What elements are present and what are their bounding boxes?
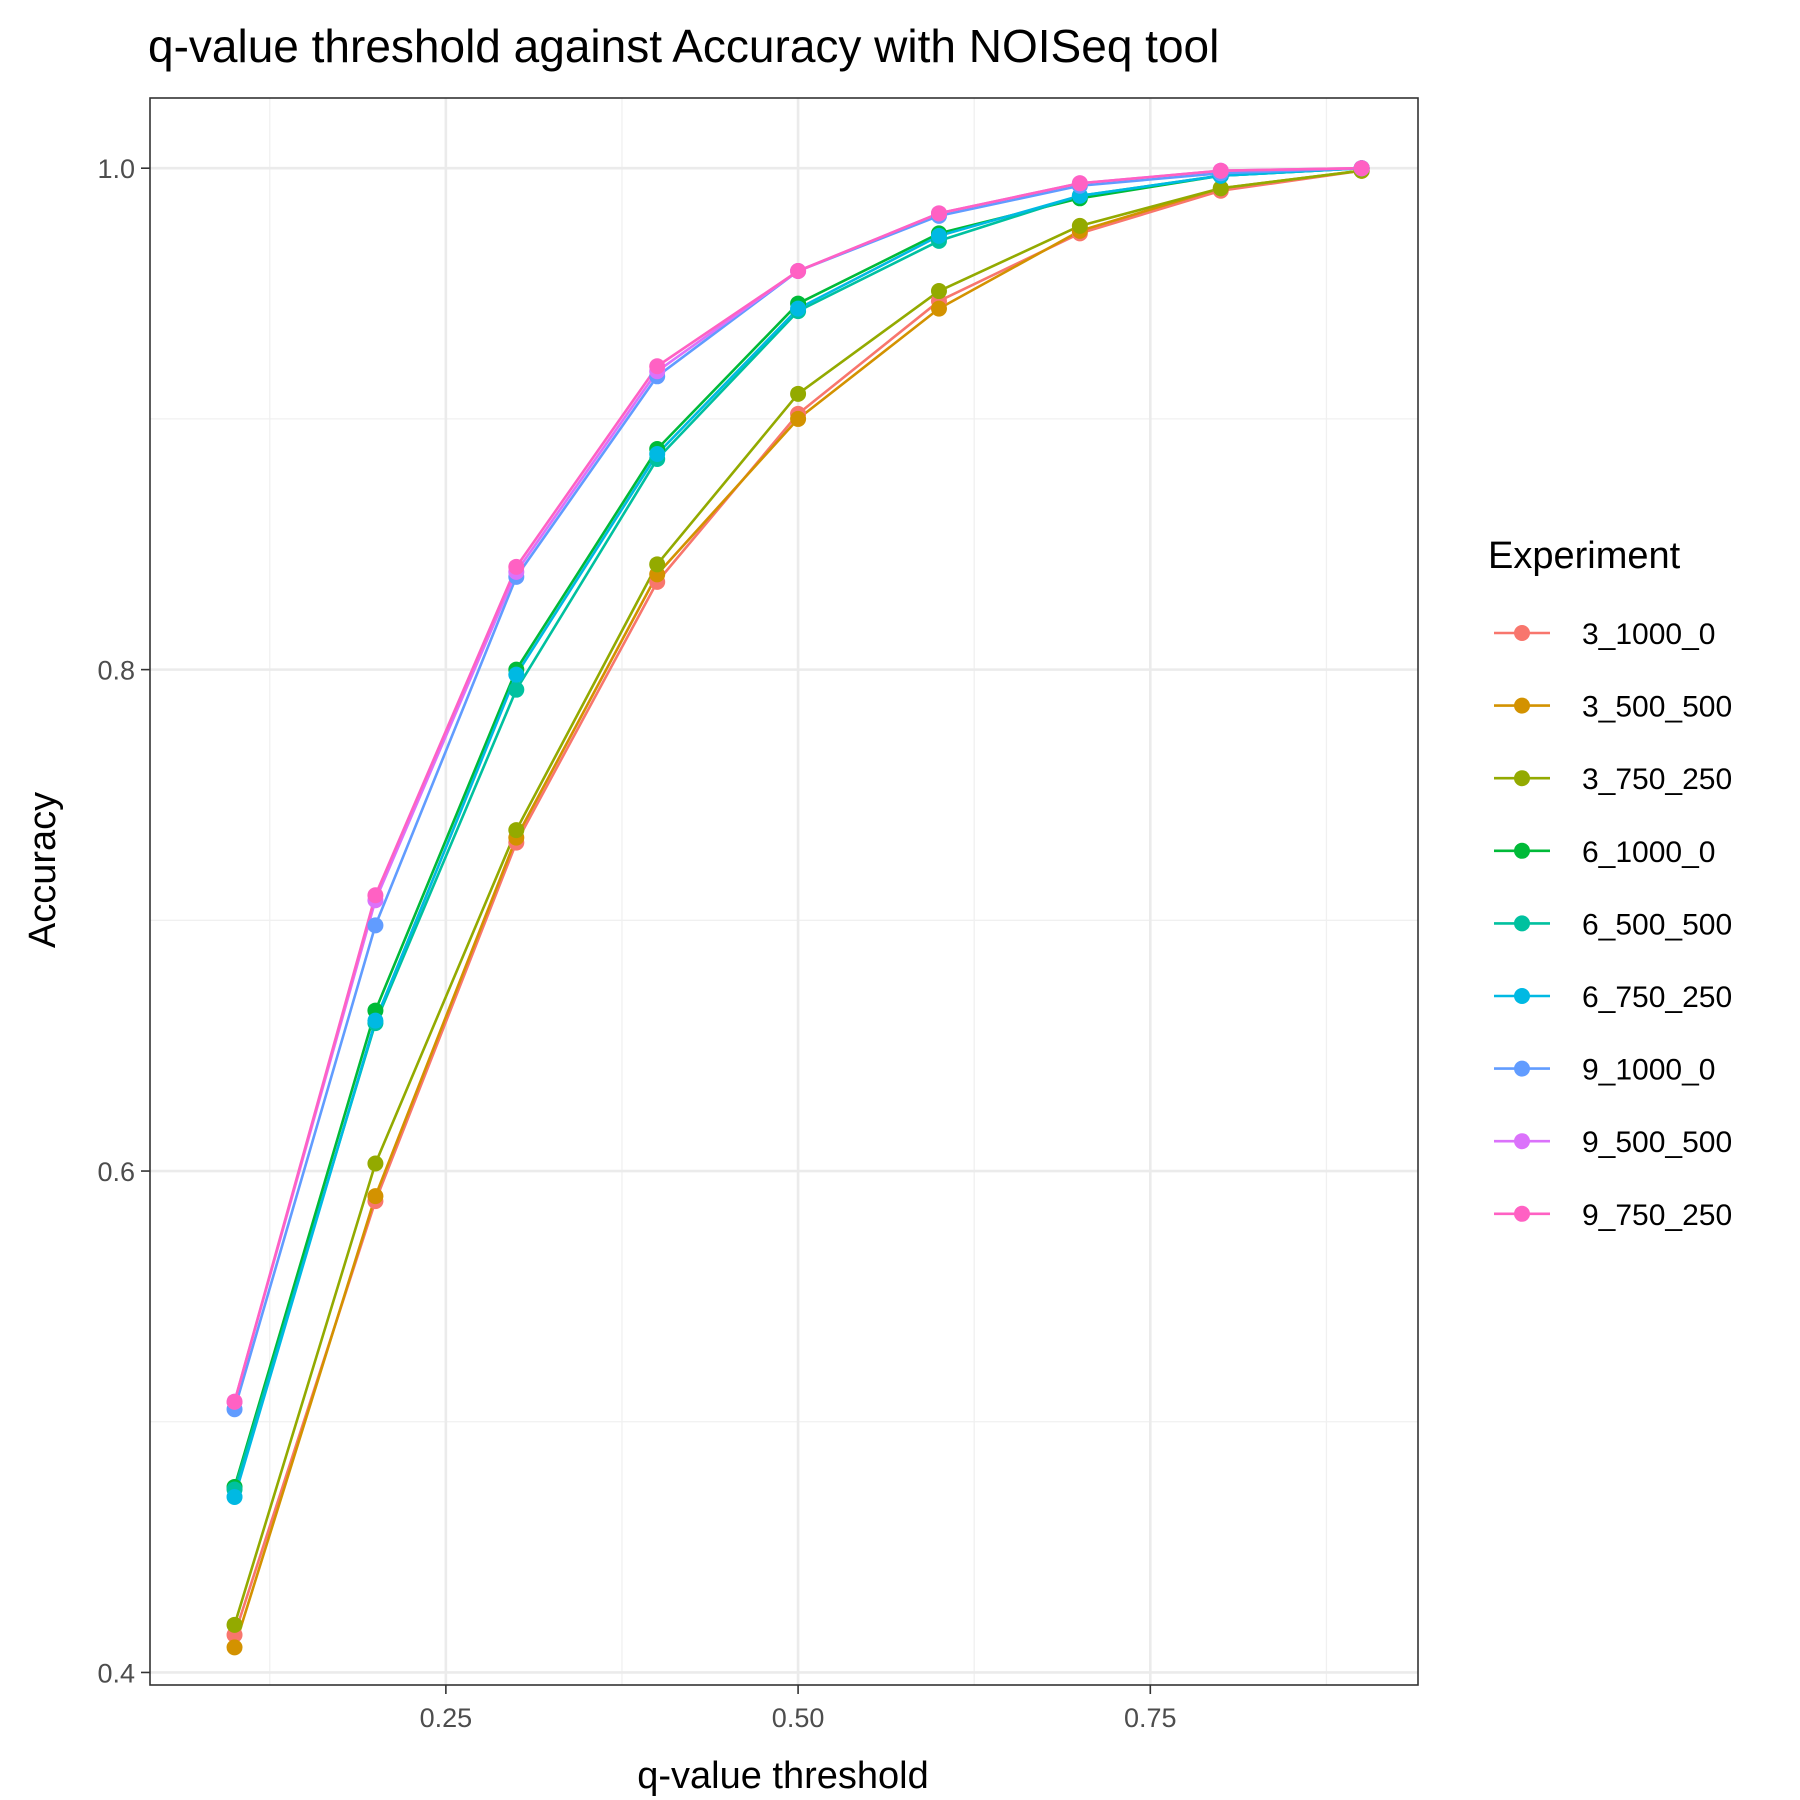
legend-key-point xyxy=(1514,625,1530,641)
x-axis-ticks: 0.25 0.50 0.75 xyxy=(420,1685,1177,1733)
point-6_750_250-5 xyxy=(930,227,947,244)
legend: Experiment 3_1000_0 3_500_500 3_750_250 6_1… xyxy=(1488,535,1732,1232)
minor-gridlines xyxy=(150,98,1418,1685)
x-tick-label-1: 0.50 xyxy=(772,1703,825,1733)
point-9_750_250-8 xyxy=(1353,160,1370,177)
point-9_750_250-7 xyxy=(1212,162,1229,179)
plot-panel xyxy=(150,98,1418,1685)
point-3_750_250-2 xyxy=(508,822,525,839)
point-3_750_250-1 xyxy=(367,1155,384,1172)
legend-item-3_750_250: 3_750_250 xyxy=(1494,763,1732,796)
legend-item-6_1000_0: 6_1000_0 xyxy=(1494,836,1715,869)
point-9_750_250-0 xyxy=(226,1393,243,1410)
point-3_500_500-0 xyxy=(226,1639,243,1656)
y-axis-ticks: 0.4 0.6 0.8 1.0 xyxy=(97,154,150,1688)
legend-label: 3_500_500 xyxy=(1582,691,1732,724)
point-6_750_250-4 xyxy=(790,300,807,317)
point-3_500_500-4 xyxy=(790,410,807,427)
legend-key-point xyxy=(1514,1133,1530,1150)
legend-item-9_750_250: 9_750_250 xyxy=(1494,1199,1732,1232)
point-9_750_250-5 xyxy=(930,205,947,222)
legend-key-point xyxy=(1514,697,1530,714)
legend-item-3_1000_0: 3_1000_0 xyxy=(1494,618,1715,651)
point-3_500_500-5 xyxy=(930,300,947,317)
y-tick-label-0: 0.4 xyxy=(97,1658,135,1688)
x-tick-label-0: 0.25 xyxy=(420,1703,473,1733)
legend-label: 9_500_500 xyxy=(1582,1126,1732,1159)
series-points xyxy=(226,160,1370,1656)
point-9_1000_0-1 xyxy=(367,917,384,934)
legend-label: 9_1000_0 xyxy=(1582,1054,1715,1087)
legend-key-point xyxy=(1514,770,1530,787)
point-6_750_250-3 xyxy=(649,446,666,463)
legend-key-point xyxy=(1514,915,1530,932)
y-axis-title: Accuracy xyxy=(22,792,64,948)
point-3_750_250-6 xyxy=(1071,217,1088,234)
point-3_750_250-7 xyxy=(1212,180,1229,197)
point-9_750_250-3 xyxy=(649,358,666,375)
point-9_750_250-2 xyxy=(508,558,525,575)
legend-item-6_500_500: 6_500_500 xyxy=(1494,908,1732,941)
legend-item-9_500_500: 9_500_500 xyxy=(1494,1126,1732,1159)
point-3_750_250-0 xyxy=(226,1616,243,1633)
point-3_750_250-3 xyxy=(649,556,666,573)
x-axis-title: q-value threshold xyxy=(637,1755,929,1797)
legend-label: 9_750_250 xyxy=(1582,1199,1732,1232)
legend-title: Experiment xyxy=(1488,535,1681,577)
legend-item-6_750_250: 6_750_250 xyxy=(1494,981,1732,1014)
legend-key-point xyxy=(1514,988,1530,1004)
legend-label: 6_1000_0 xyxy=(1582,836,1715,869)
point-9_750_250-1 xyxy=(367,887,384,904)
legend-key-point xyxy=(1514,1205,1530,1222)
y-tick-label-3: 1.0 xyxy=(97,154,135,184)
point-3_750_250-4 xyxy=(790,385,807,402)
legend-key-point xyxy=(1514,1060,1530,1077)
point-9_750_250-4 xyxy=(790,262,807,279)
point-6_750_250-0 xyxy=(226,1488,243,1505)
point-3_750_250-5 xyxy=(930,283,947,300)
chart-title: q-value threshold against Accuracy with … xyxy=(148,20,1219,72)
y-tick-label-2: 0.8 xyxy=(97,656,135,686)
x-tick-label-2: 0.75 xyxy=(1124,1703,1177,1733)
legend-label: 3_750_250 xyxy=(1582,763,1732,796)
legend-item-3_500_500: 3_500_500 xyxy=(1494,691,1732,724)
legend-item-9_1000_0: 9_1000_0 xyxy=(1494,1054,1715,1087)
point-9_750_250-6 xyxy=(1071,175,1088,192)
point-3_500_500-1 xyxy=(367,1188,384,1205)
legend-label: 6_500_500 xyxy=(1582,908,1732,941)
major-gridlines xyxy=(150,98,1418,1685)
legend-label: 3_1000_0 xyxy=(1582,618,1715,651)
point-6_750_250-1 xyxy=(367,1012,384,1029)
plot-panel-border xyxy=(149,97,1419,1686)
legend-key-point xyxy=(1514,842,1530,859)
y-tick-label-1: 0.6 xyxy=(97,1157,135,1187)
point-6_750_250-2 xyxy=(508,666,525,683)
point-6_500_500-2 xyxy=(508,681,525,698)
legend-label: 6_750_250 xyxy=(1582,981,1732,1014)
